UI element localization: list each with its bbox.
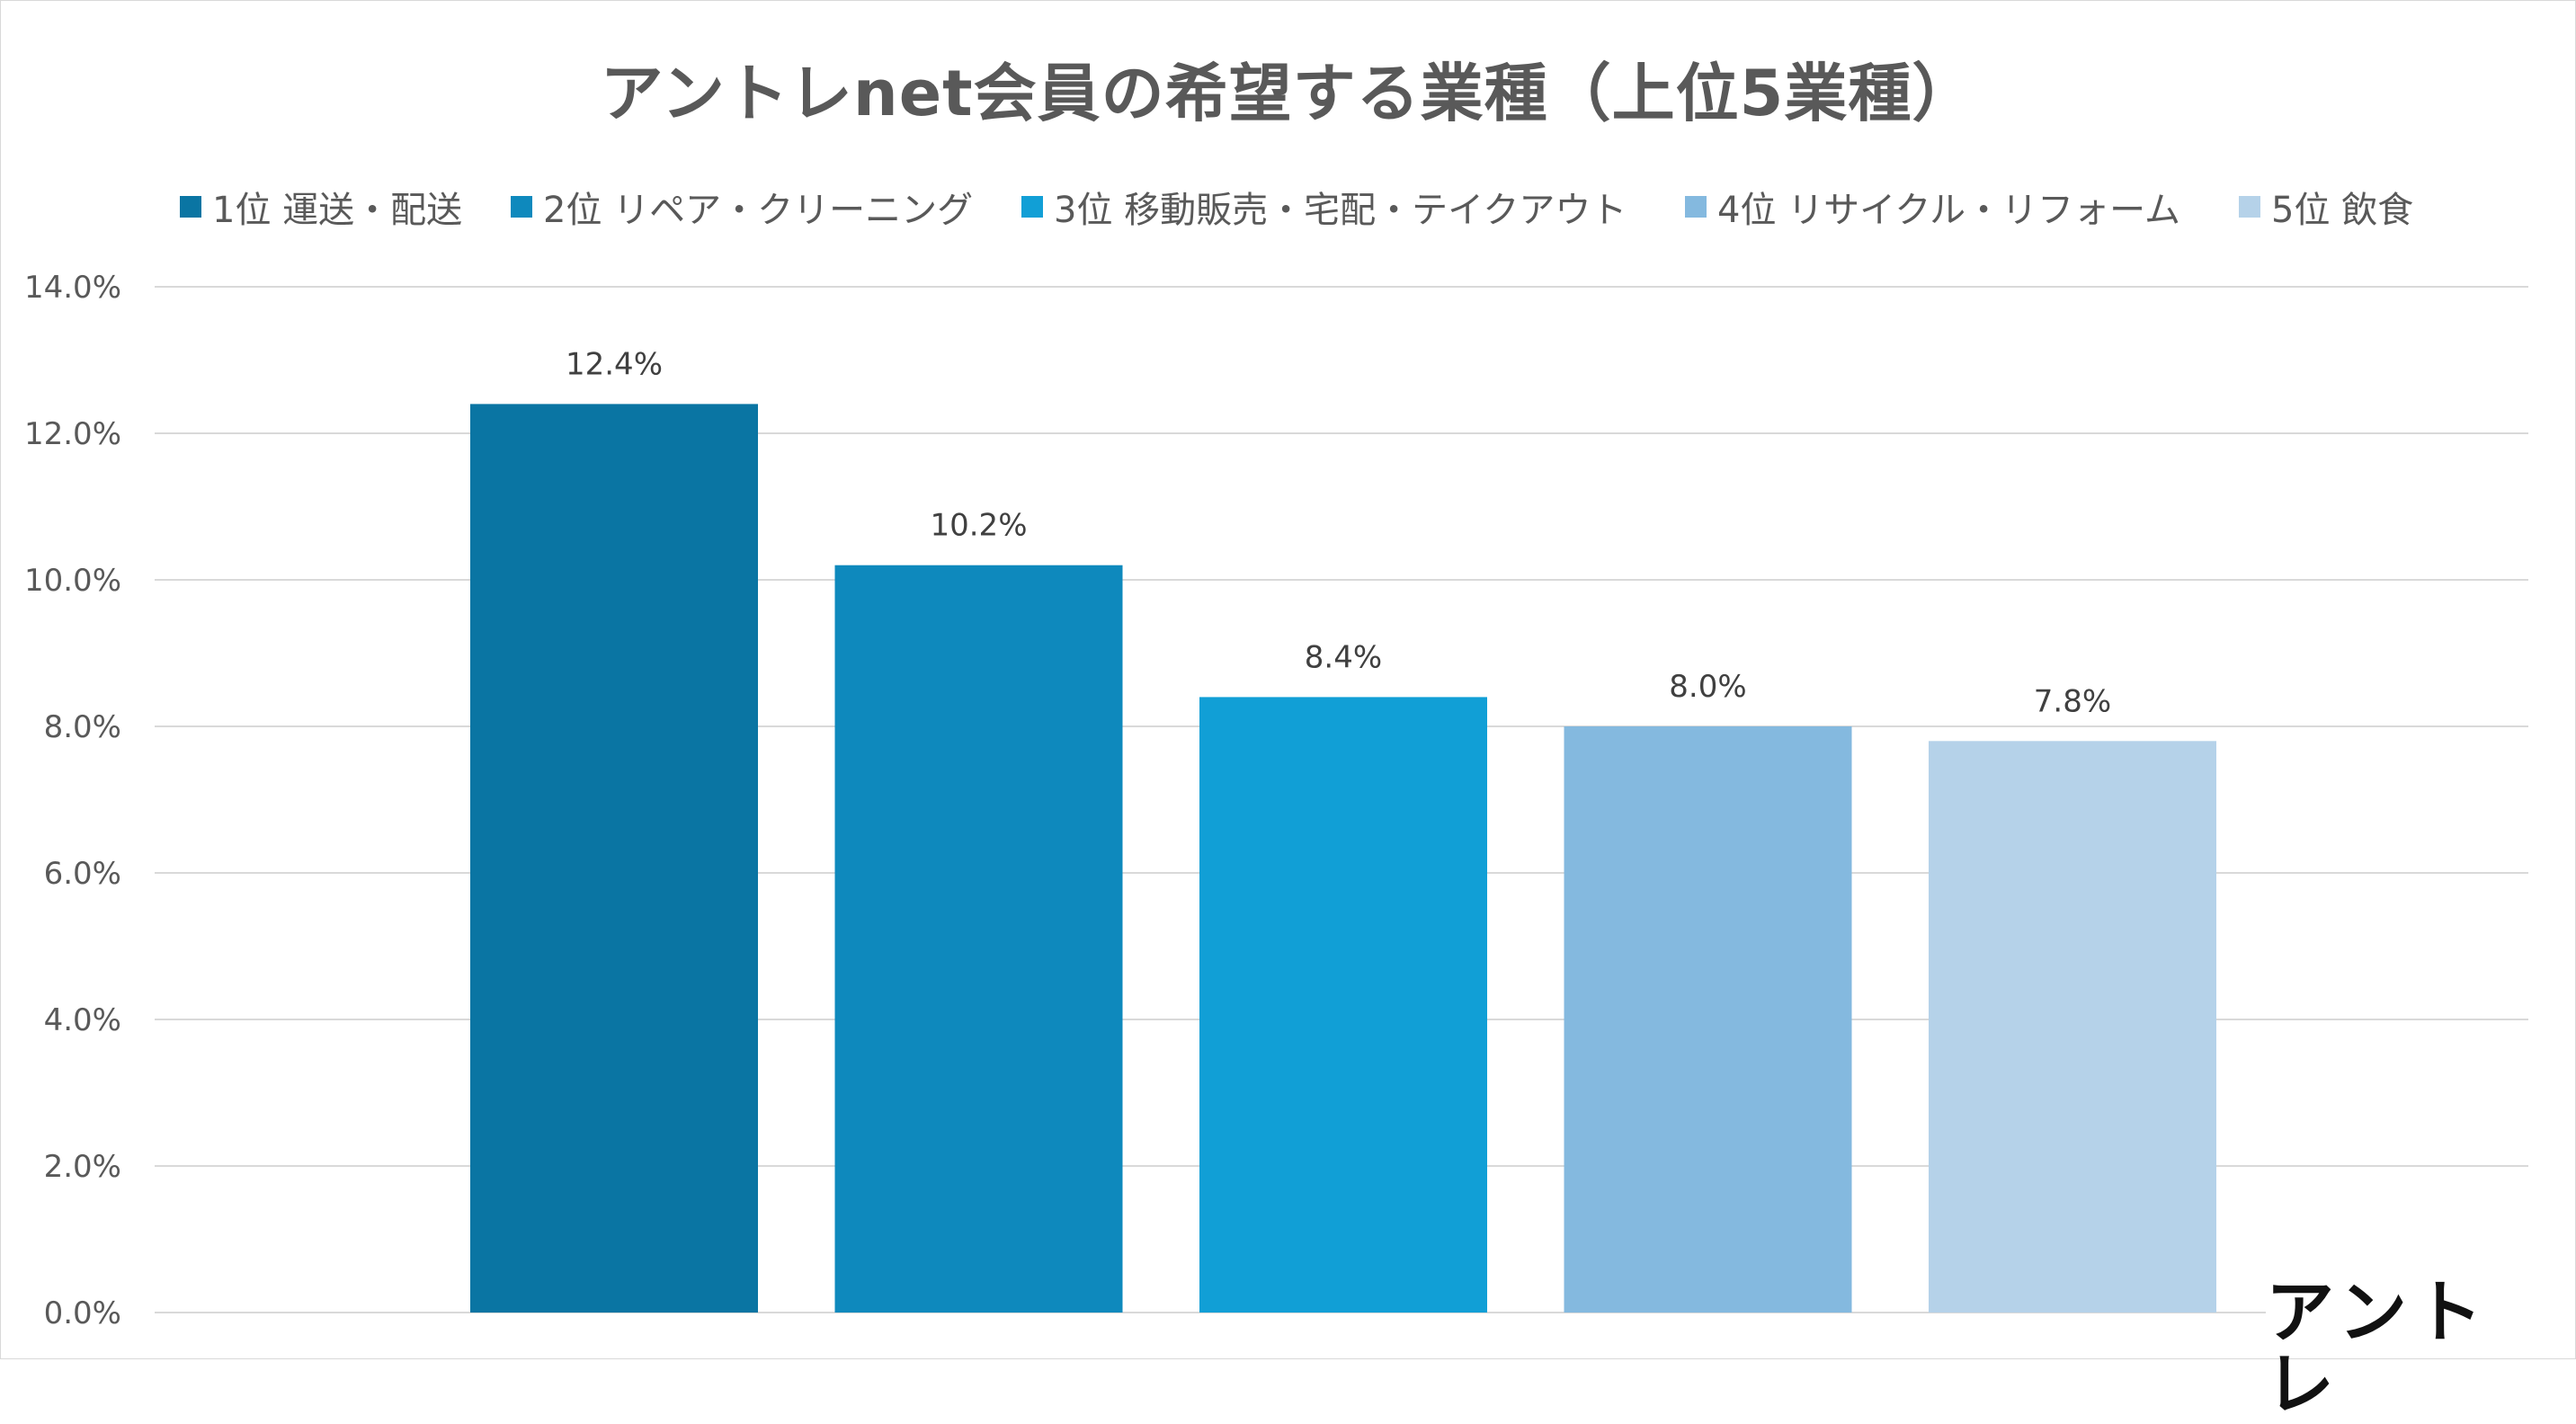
legend-label-1: 1位 運送・配送 — [212, 190, 463, 231]
legend-swatch-4 — [1685, 196, 1707, 218]
bar-chart: 0.0% 2.0% 4.0% 6.0% 8.0% 10.0% 12.0% 14.0% 12.4… — [24, 270, 2528, 1331]
antore-logo: アントレ — [2266, 1277, 2563, 1420]
legend-swatch-1 — [180, 196, 201, 218]
legend-item-1: 1位 運送・配送 — [180, 180, 462, 234]
y-tick-label: 4.0% — [44, 1002, 121, 1038]
y-tick-label: 12.0% — [24, 416, 121, 452]
y-tick-label: 8.0% — [44, 709, 121, 745]
y-tick-label: 2.0% — [44, 1149, 121, 1185]
data-label-5: 7.8% — [2034, 683, 2111, 719]
y-axis-ticks: 0.0% 2.0% 4.0% 6.0% 8.0% 10.0% 12.0% 14.0% — [24, 270, 121, 1331]
legend-item-3: 3位 移動販売・宅配・テイクアウト — [1021, 180, 1627, 234]
legend-label-2: 2位 リペア・クリーニング — [543, 190, 974, 231]
bar-3 — [1199, 697, 1487, 1313]
bar-5 — [1929, 741, 2216, 1313]
y-tick-label: 6.0% — [44, 856, 121, 892]
y-tick-label: 0.0% — [44, 1295, 121, 1331]
legend-item-5: 5位 飲食 — [2239, 180, 2413, 234]
data-label-1: 12.4% — [566, 346, 663, 382]
legend-item-2: 2位 リペア・クリーニング — [511, 180, 973, 234]
bars — [470, 404, 2216, 1313]
y-tick-label: 10.0% — [24, 563, 121, 599]
legend-label-5: 5位 飲食 — [2271, 190, 2414, 231]
data-label-2: 10.2% — [930, 508, 1027, 544]
data-label-4: 8.0% — [1669, 669, 1746, 705]
y-tick-label: 14.0% — [24, 270, 121, 306]
bar-1 — [470, 404, 758, 1313]
bar-4 — [1564, 726, 1852, 1313]
chart-title: アントレnet会員の希望する業種（上位5業種） — [600, 57, 1976, 130]
legend-item-4: 4位 リサイクル・リフォーム — [1685, 180, 2180, 234]
legend: 1位 運送・配送 2位 リペア・クリーニング 3位 移動販売・宅配・テイクアウト… — [0, 180, 2576, 234]
bar-2 — [834, 565, 1123, 1313]
legend-swatch-2 — [511, 196, 532, 218]
legend-swatch-5 — [2239, 196, 2260, 218]
data-labels: 12.4% 10.2% 8.4% 8.0% 7.8% — [566, 346, 2111, 719]
legend-label-3: 3位 移動販売・宅配・テイクアウト — [1054, 190, 1627, 231]
legend-swatch-3 — [1021, 196, 1043, 218]
legend-label-4: 4位 リサイクル・リフォーム — [1717, 190, 2180, 231]
data-label-3: 8.4% — [1305, 639, 1382, 675]
